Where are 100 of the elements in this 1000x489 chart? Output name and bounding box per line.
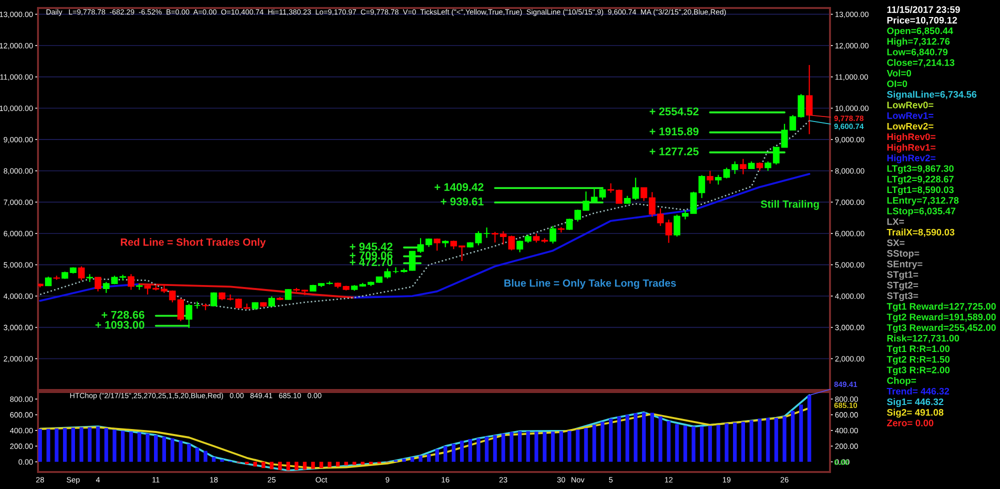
text: LStop=6,035.47 bbox=[887, 208, 956, 216]
bar bbox=[642, 412, 646, 462]
text: SignalLine=6,734.56 bbox=[886, 90, 976, 100]
bar bbox=[542, 432, 546, 462]
text: OI=0 bbox=[887, 80, 908, 88]
candlestick bbox=[86, 274, 94, 283]
bar bbox=[262, 462, 266, 468]
bar bbox=[766, 418, 770, 462]
bar bbox=[650, 412, 654, 462]
annotation: + 939.61 bbox=[440, 198, 484, 206]
annotation: Blue Line = Only Take Long Trades bbox=[504, 279, 676, 289]
bar bbox=[634, 413, 638, 462]
bar bbox=[294, 462, 298, 470]
bar bbox=[658, 416, 662, 462]
bar bbox=[104, 428, 108, 462]
bar bbox=[71, 428, 76, 462]
bar bbox=[733, 422, 737, 462]
candlestick bbox=[186, 303, 192, 329]
bar bbox=[518, 431, 522, 462]
bar bbox=[774, 418, 778, 462]
bar bbox=[195, 448, 200, 462]
bar bbox=[187, 444, 191, 462]
bar bbox=[584, 428, 588, 462]
bar bbox=[460, 440, 464, 462]
bar bbox=[38, 428, 42, 462]
text: LowRev2= bbox=[887, 122, 934, 130]
text: Sig2= 491.08 bbox=[886, 408, 944, 418]
text: LTgt1=8,590.03 bbox=[887, 186, 954, 196]
bar bbox=[418, 456, 422, 462]
text: SEntry= bbox=[886, 260, 922, 270]
candlestick bbox=[706, 170, 714, 184]
bar bbox=[328, 462, 332, 468]
bar bbox=[551, 432, 555, 462]
candlestick bbox=[550, 225, 556, 244]
annotation: + 1093.00 bbox=[95, 320, 144, 329]
bar bbox=[402, 458, 406, 462]
text: High=7,312.76 bbox=[887, 38, 950, 47]
candlestick bbox=[806, 64, 813, 135]
annotation: Still Trailing bbox=[760, 200, 819, 210]
bar bbox=[708, 426, 712, 462]
annotation: + 728.66 bbox=[102, 310, 144, 319]
bar bbox=[137, 432, 142, 462]
annotation: + 945.42 bbox=[350, 242, 392, 251]
bar bbox=[270, 462, 274, 470]
annotation: + 1277.25 bbox=[650, 147, 699, 156]
bar bbox=[666, 421, 671, 462]
bar bbox=[683, 426, 688, 462]
candlestick bbox=[483, 226, 490, 238]
annotation: + 472.70 bbox=[350, 258, 392, 266]
text: TrailX=8,590.03 bbox=[886, 228, 954, 237]
candlestick bbox=[665, 219, 672, 244]
bar bbox=[625, 414, 630, 462]
bar bbox=[807, 395, 812, 462]
bar bbox=[700, 426, 704, 462]
text: Zero= 0.00 bbox=[887, 420, 934, 426]
text: Low=6,840.79 bbox=[887, 48, 948, 57]
text: Chop= bbox=[887, 377, 916, 386]
text: Close=7,214.13 bbox=[887, 59, 954, 68]
bar bbox=[54, 428, 58, 462]
annotation: + 1409.42 bbox=[434, 183, 484, 192]
bar bbox=[534, 432, 538, 462]
text: STgt2= bbox=[886, 282, 918, 290]
bar bbox=[750, 420, 754, 462]
bar bbox=[724, 423, 728, 462]
text: Tgt3 Reward=255,452.00 bbox=[886, 324, 996, 333]
text: LTgt2=9,228.67 bbox=[887, 176, 954, 184]
annotation: + 709.06 bbox=[350, 251, 393, 260]
text: 11/15/2017 23:59 bbox=[887, 6, 960, 14]
text: HighRev0= bbox=[887, 133, 936, 142]
bar bbox=[426, 454, 431, 462]
bar bbox=[212, 457, 216, 462]
candlestick bbox=[434, 238, 440, 252]
text: HighRev2= bbox=[887, 154, 936, 164]
text: LEntry=7,312.78 bbox=[887, 197, 959, 206]
text: SX= bbox=[886, 239, 904, 246]
bar bbox=[559, 431, 564, 462]
text: Price=10,709.12 bbox=[887, 16, 957, 25]
bar bbox=[452, 444, 456, 462]
candlestick bbox=[616, 189, 622, 204]
bar bbox=[799, 404, 803, 462]
bar bbox=[129, 432, 133, 462]
bar bbox=[592, 424, 596, 462]
candlestick bbox=[284, 288, 292, 300]
bar bbox=[410, 457, 414, 462]
text: LowRev1= bbox=[887, 112, 934, 119]
text: Tgt1 R:R=1.00 bbox=[886, 345, 950, 354]
bar bbox=[204, 450, 208, 462]
text: LX= bbox=[887, 218, 904, 225]
text: Tgt2 R:R=1.50 bbox=[886, 356, 950, 365]
annotation: + 1915.89 bbox=[650, 127, 699, 136]
bar bbox=[790, 410, 795, 462]
bar bbox=[336, 462, 340, 467]
bar bbox=[253, 462, 257, 467]
candlestick bbox=[740, 158, 746, 175]
bar bbox=[617, 416, 621, 462]
text: SStop= bbox=[886, 250, 920, 259]
bar bbox=[302, 462, 307, 470]
bar bbox=[311, 462, 315, 469]
bar bbox=[80, 427, 84, 462]
bar bbox=[608, 418, 613, 462]
